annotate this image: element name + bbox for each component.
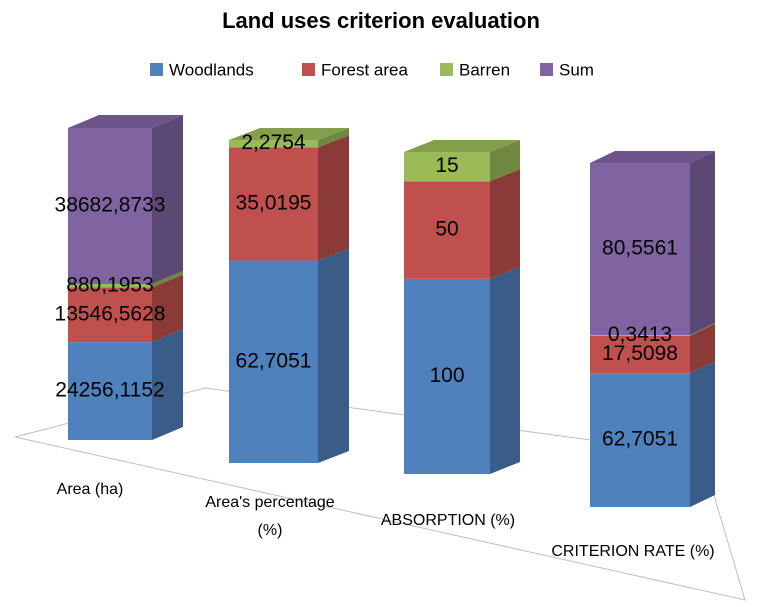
bar-side	[152, 274, 183, 343]
data-label: 35,0195	[236, 191, 312, 214]
data-label: 38682,8733	[55, 194, 166, 217]
bar-segment	[404, 140, 520, 182]
legend-swatch	[440, 63, 453, 76]
bar-front	[404, 181, 490, 279]
bar-segment	[68, 115, 183, 284]
bar-side	[318, 128, 349, 148]
bar-side	[152, 115, 183, 284]
x-tick-label: Area's percentage (%)	[205, 494, 335, 539]
bar-segment	[590, 361, 715, 507]
bar-top	[404, 140, 520, 152]
bar-side	[318, 135, 349, 261]
bar-segment	[68, 271, 183, 288]
chart-title: Land uses criterion evaluation	[222, 8, 540, 33]
legend-label: Sum	[559, 60, 594, 79]
bar-front	[590, 334, 690, 336]
bar-segment	[68, 329, 183, 440]
bar-segment	[590, 322, 715, 336]
bar-segment	[404, 266, 520, 474]
bar-segment	[68, 274, 183, 343]
bar-side	[690, 322, 715, 336]
legend-swatch	[150, 63, 163, 76]
x-tick-label: ABSORPTION (%)	[380, 512, 516, 529]
data-label: 880,1953	[66, 273, 154, 296]
x-tick-label: Area (ha)	[56, 481, 124, 498]
data-label: 80,5561	[602, 237, 678, 260]
bar-top	[590, 151, 715, 163]
data-label: 62,7051	[236, 349, 312, 372]
bar-front	[229, 140, 318, 148]
legend-label: Woodlands	[169, 60, 254, 79]
data-label: 50	[435, 218, 458, 241]
bar-front	[68, 342, 152, 440]
bar-side	[490, 266, 520, 474]
data-label: 24256,1152	[55, 379, 164, 402]
bar-side	[690, 361, 715, 507]
data-label: 62,7051	[602, 428, 678, 451]
bar-side	[690, 323, 715, 374]
legend-swatch	[540, 63, 553, 76]
bar-front	[404, 278, 490, 474]
data-label: 13546,5628	[55, 302, 166, 325]
bar-segment	[229, 128, 349, 148]
bar-front	[590, 335, 690, 374]
bar-side	[490, 140, 520, 182]
bar-front	[229, 260, 318, 463]
legend-swatch	[302, 63, 315, 76]
legend-label: Forest area	[321, 60, 408, 79]
bar-segment	[590, 323, 715, 374]
bar-front	[229, 147, 318, 261]
bar-side	[152, 329, 183, 440]
bar-front	[68, 128, 152, 284]
bar-front	[68, 284, 152, 288]
bar-side	[318, 248, 349, 463]
bar-front	[68, 287, 152, 343]
bar-side	[152, 271, 183, 288]
legend-label: Barren	[459, 60, 510, 79]
bar-front	[590, 373, 690, 507]
bar-segment	[229, 248, 349, 463]
bar-segment	[229, 135, 349, 261]
data-label: 100	[429, 364, 464, 387]
bar-top	[229, 128, 349, 140]
bar-segment	[590, 151, 715, 335]
data-label: 0,3413	[608, 323, 672, 346]
data-label: 17,5098	[602, 342, 678, 365]
bar-front	[590, 163, 690, 335]
data-label: 15	[435, 154, 458, 177]
bar-top	[68, 115, 183, 128]
bar-side	[690, 151, 715, 335]
bar-front	[404, 152, 490, 182]
data-label: 2,2754	[241, 131, 306, 154]
bar-segment	[404, 169, 520, 279]
bar-side	[490, 169, 520, 279]
x-tick-label: CRITERION RATE (%)	[551, 543, 715, 560]
